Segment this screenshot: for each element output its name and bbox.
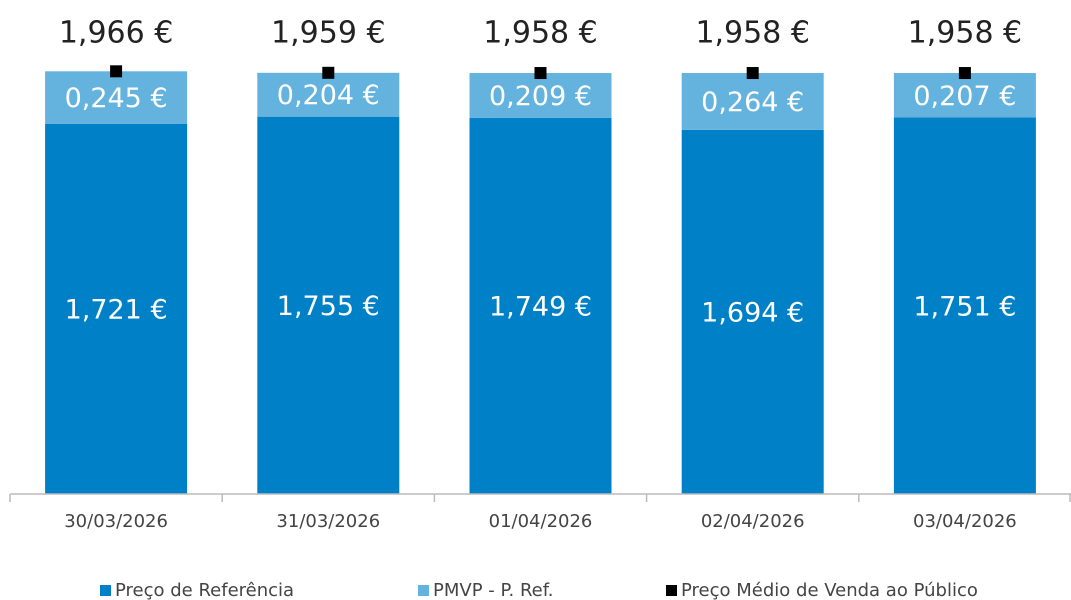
legend-label: Preço Médio de Venda ao Público <box>681 580 978 600</box>
data-label: 1,966 € <box>59 16 174 51</box>
data-label: 0,204 € <box>277 80 380 111</box>
data-label: 0,207 € <box>913 81 1016 112</box>
data-label: 1,694 € <box>701 297 804 328</box>
bar-segment <box>681 129 824 495</box>
data-label: 1,958 € <box>695 16 810 51</box>
bar-segment <box>893 73 1036 118</box>
bar-segment <box>45 123 188 495</box>
x-tick-label: 02/04/2026 <box>701 511 805 532</box>
x-tick-label: 31/03/2026 <box>276 511 380 532</box>
data-label: 1,721 € <box>65 294 168 325</box>
legend-swatch <box>418 585 429 596</box>
data-label: 1,959 € <box>271 16 386 51</box>
marker <box>746 67 759 80</box>
bar-segment <box>257 116 400 495</box>
marker <box>322 66 335 79</box>
data-label: 1,958 € <box>908 16 1023 51</box>
data-label: 1,755 € <box>277 291 380 322</box>
data-label: 0,209 € <box>489 81 592 112</box>
marker <box>958 67 971 80</box>
marker <box>110 65 123 78</box>
bar-segment <box>893 117 1036 494</box>
data-label: 1,958 € <box>483 16 598 51</box>
x-tick-label: 30/03/2026 <box>64 511 168 532</box>
legend-label: PMVP - P. Ref. <box>433 580 554 600</box>
x-tick-label: 03/04/2026 <box>913 511 1017 532</box>
x-tick-label: 01/04/2026 <box>489 511 593 532</box>
bar-segment <box>469 117 612 494</box>
data-label: 0,264 € <box>701 87 804 118</box>
bar-segment <box>469 73 612 118</box>
legend-swatch <box>100 585 111 596</box>
data-label: 0,245 € <box>65 83 168 114</box>
data-label: 1,751 € <box>913 291 1016 322</box>
legend-swatch <box>666 585 677 596</box>
legend-label: Preço de Referência <box>115 580 294 600</box>
bar-segment <box>257 72 400 117</box>
data-label: 1,749 € <box>489 291 592 322</box>
marker <box>534 67 547 80</box>
bar-segment <box>45 71 188 124</box>
bar-segment <box>681 73 824 130</box>
